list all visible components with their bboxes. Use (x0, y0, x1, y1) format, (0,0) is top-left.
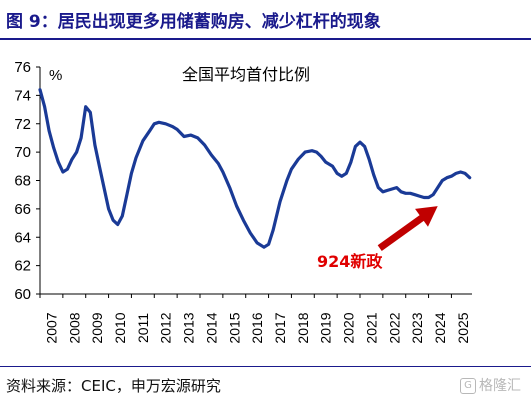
x-tick-label: 2014 (203, 312, 219, 343)
annotation-arrow-shaft (377, 212, 428, 251)
x-tick-label: 2007 (43, 312, 59, 343)
x-tick-label: 2025 (455, 312, 471, 343)
x-tick-label: 2017 (272, 312, 288, 343)
annotation-label: 924新政 (317, 252, 383, 271)
x-tick-label: 2021 (363, 312, 379, 343)
y-tick-label: 68 (14, 173, 31, 190)
title-bar: 图 9：居民出现更多用储蓄购房、减少杠杆的现象 (0, 0, 531, 38)
line-chart: 60 62 64 66 68 70 72 74 76 2007 2008 2009 2010 2011 20… (14, 59, 472, 344)
x-tick-label: 2024 (432, 312, 448, 343)
source-divider (0, 366, 531, 367)
x-tick-label: 2010 (112, 312, 128, 343)
y-tick-label: 62 (14, 258, 31, 275)
x-tick-label: 2023 (409, 312, 425, 343)
y-tick-label: 70 (14, 144, 31, 161)
y-tick-label: 74 (14, 87, 31, 104)
annotation-arrow-head (415, 206, 438, 227)
watermark-logo-icon: G (460, 378, 476, 394)
watermark-text: 格隆汇 (479, 378, 521, 394)
x-tick-label: 2016 (249, 312, 265, 343)
chart-title: 全国平均首付比例 (182, 65, 310, 84)
y-tick-label: 72 (14, 116, 31, 133)
y-tick-label: 64 (14, 229, 31, 246)
series-line (38, 88, 472, 249)
y-tick-label: 76 (14, 59, 31, 76)
x-tick-label: 2018 (295, 312, 311, 343)
y-tick-label: 66 (14, 201, 31, 218)
x-tick-label: 2013 (181, 312, 197, 343)
y-tick-label: 60 (14, 286, 31, 303)
source-note: 资料来源：CEIC，申万宏源研究 (6, 377, 221, 395)
x-tick-label: 2015 (226, 312, 242, 343)
x-tick-label: 2020 (341, 312, 357, 343)
watermark: G 格隆汇 (460, 375, 521, 395)
x-tick-label: 2008 (66, 312, 82, 343)
title-divider (0, 38, 531, 40)
x-tick-label: 2022 (386, 312, 402, 343)
x-tick-label: 2012 (158, 312, 174, 343)
figure-title: 图 9：居民出现更多用储蓄购房、减少杠杆的现象 (6, 12, 381, 32)
x-tick-label: 2019 (318, 312, 334, 343)
y-axis-unit: % (49, 67, 62, 84)
x-tick-label: 2009 (89, 312, 105, 343)
x-tick-label: 2011 (135, 313, 151, 343)
